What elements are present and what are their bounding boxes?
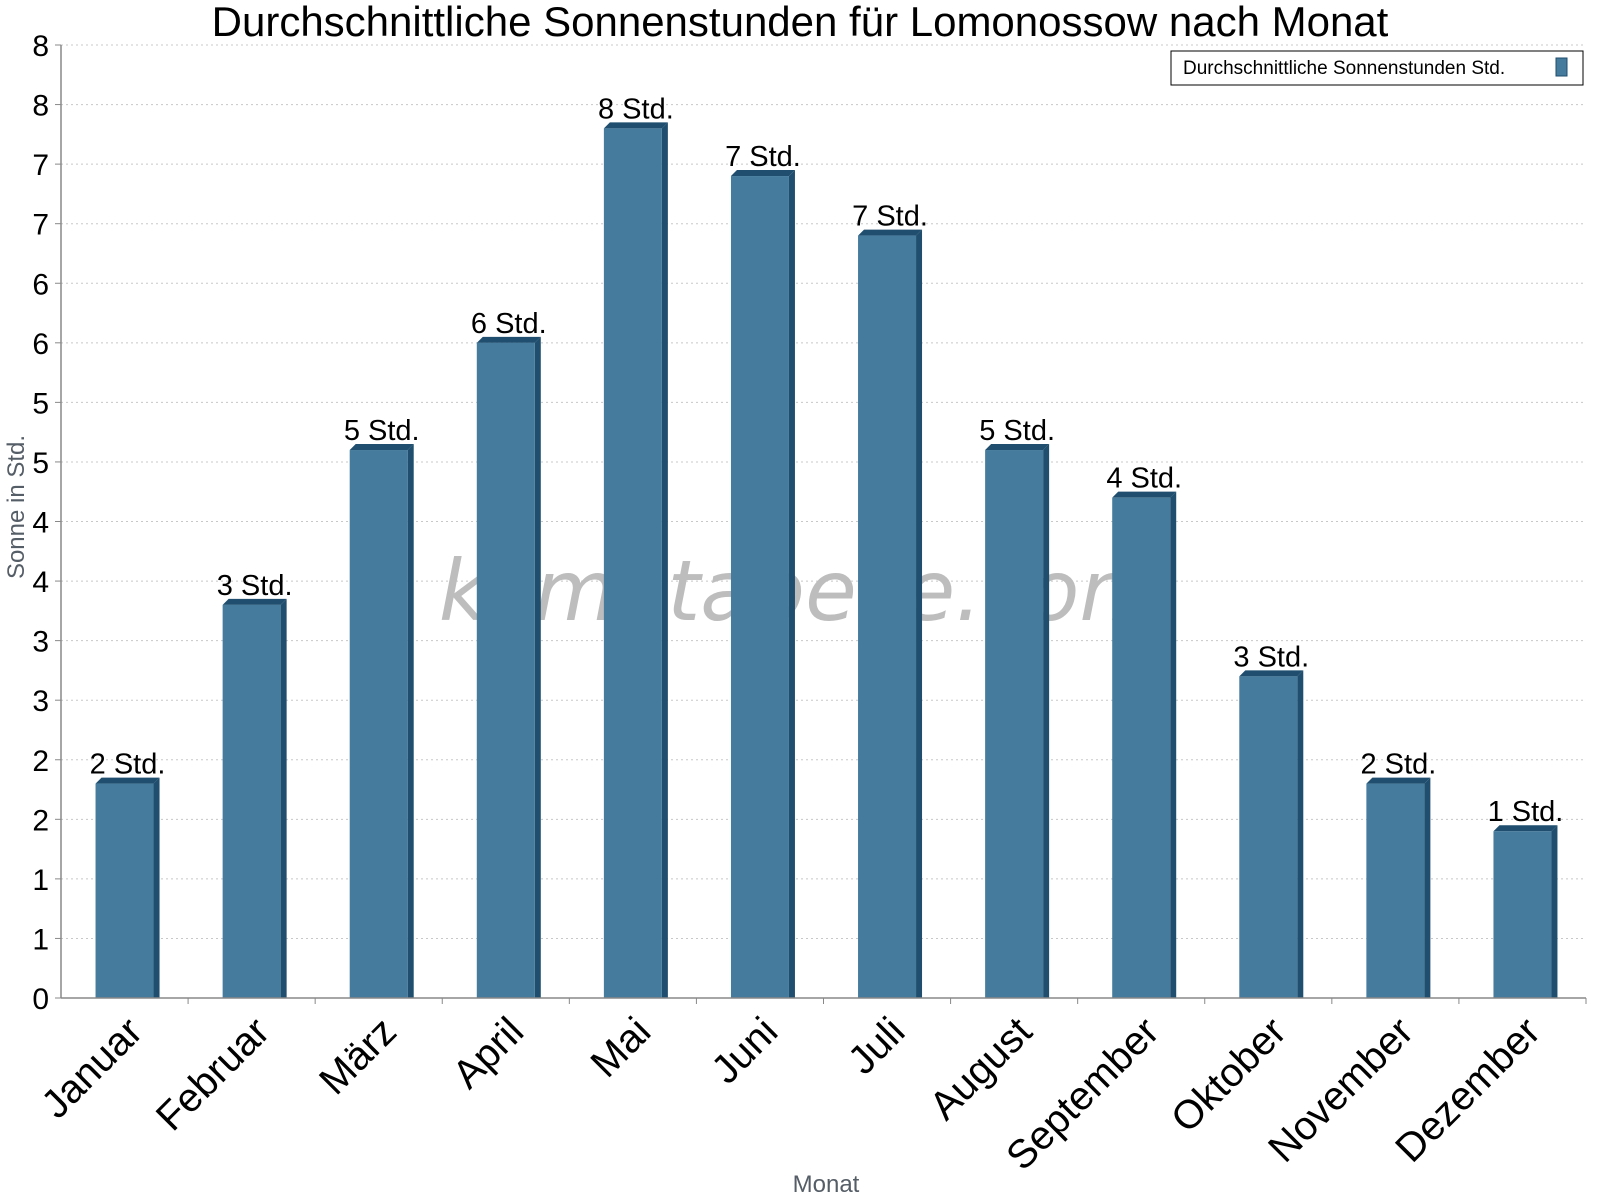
bar-value-label: 1 Std. [1488, 796, 1564, 828]
bar-value-label: 3 Std. [1233, 641, 1309, 673]
x-tick-label: April [444, 1009, 532, 1097]
y-tick-label: 5 [32, 447, 49, 480]
y-tick-label: 3 [32, 685, 49, 718]
bar-top [858, 229, 923, 236]
bar [95, 783, 154, 998]
bar-side [280, 598, 287, 998]
bar-side [534, 336, 541, 998]
bar-side [1297, 670, 1304, 998]
bar [603, 128, 662, 998]
bar-value-label: 2 Std. [1360, 749, 1436, 781]
bar-side [788, 170, 795, 999]
bar [1366, 783, 1425, 998]
bar-value-label: 6 Std. [471, 308, 547, 340]
y-tick-label: 6 [32, 328, 49, 361]
x-tick-label: Juni [703, 1009, 786, 1092]
bar-value-label: 5 Std. [979, 415, 1055, 447]
bar-top [1112, 491, 1177, 498]
bar-top [1239, 670, 1304, 677]
bar [1493, 831, 1552, 998]
bar-value-label: 3 Std. [217, 570, 293, 602]
bar-side [1424, 777, 1431, 998]
bar-top [476, 336, 541, 343]
y-tick-label: 8 [32, 30, 49, 63]
x-tick-label: Oktober [1163, 1009, 1295, 1141]
bar [858, 235, 917, 999]
bar-side [661, 122, 668, 998]
legend-box [1170, 50, 1584, 86]
x-tick-label: August [921, 1009, 1040, 1128]
y-tick-label: 4 [32, 507, 49, 540]
y-tick-label: 4 [32, 566, 49, 599]
y-tick-label: 6 [32, 268, 49, 301]
bar-value-label: 5 Std. [344, 415, 420, 447]
bar [985, 450, 1044, 998]
bar [222, 604, 281, 998]
bar-side [1551, 825, 1558, 998]
y-tick-label: 8 [32, 90, 49, 123]
bar-top [730, 170, 795, 177]
watermark: klimatabelle.com [439, 542, 1162, 640]
bar-side [153, 777, 160, 998]
y-tick-label: 2 [32, 745, 49, 778]
x-axis-label: Monat [793, 1171, 860, 1198]
bar-value-label: 7 Std. [852, 201, 928, 233]
bar-value-label: 8 Std. [598, 93, 674, 125]
bar-value-label: 4 Std. [1106, 463, 1182, 495]
grid-lines [61, 44, 1586, 939]
bar-value-label: 2 Std. [90, 749, 166, 781]
bar-top [222, 598, 287, 605]
y-tick-label: 7 [32, 209, 49, 242]
bar [1112, 497, 1171, 998]
y-tick-label: 1 [32, 923, 49, 956]
bar-top [1493, 825, 1558, 832]
bar [349, 450, 408, 998]
bar-side [407, 444, 414, 998]
x-tick-label: Januar [33, 1009, 151, 1127]
y-tick-label: 7 [32, 149, 49, 182]
legend-entry-label: Durchschnittliche Sonnenstunden Std. [1183, 58, 1505, 79]
bar-side [916, 229, 923, 999]
y-tick-label: 5 [32, 387, 49, 420]
bar-value-label: 7 Std. [725, 141, 801, 173]
bar-top [1366, 777, 1431, 784]
x-tick-label: Februar [148, 1009, 278, 1139]
bar [730, 176, 789, 999]
y-tick-label: 2 [32, 804, 49, 837]
x-tick-label: März [311, 1009, 405, 1103]
y-axis-ticks: 0 1 1 2 2 3 3 4 4 5 5 6 6 7 7 8 8 [32, 30, 61, 1016]
y-axis-label: Sonne in Std. [3, 435, 30, 579]
bar [1239, 676, 1298, 998]
y-tick-label: 0 [32, 983, 49, 1016]
bar-top [349, 444, 414, 451]
bar [476, 342, 535, 998]
legend-swatch [1555, 57, 1568, 77]
bar-top [603, 122, 668, 129]
chart-title: Durchschnittliche Sonnenstunden für Lomo… [212, 0, 1389, 45]
legend: Durchschnittliche Sonnenstunden Std. [1170, 50, 1584, 86]
bar-top [95, 777, 160, 784]
bar-top [985, 444, 1050, 451]
y-tick-label: 1 [32, 864, 49, 897]
y-tick-label: 3 [32, 626, 49, 659]
bar-series: 2 Std. 3 Std. 5 Std. 6 Std. 8 Std. 7 Std. 7 St… [90, 93, 1564, 999]
bar-side [1170, 491, 1177, 998]
x-tick-label: Juli [840, 1009, 914, 1083]
x-tick-label: Mai [583, 1009, 660, 1086]
bar-side [1043, 444, 1050, 998]
